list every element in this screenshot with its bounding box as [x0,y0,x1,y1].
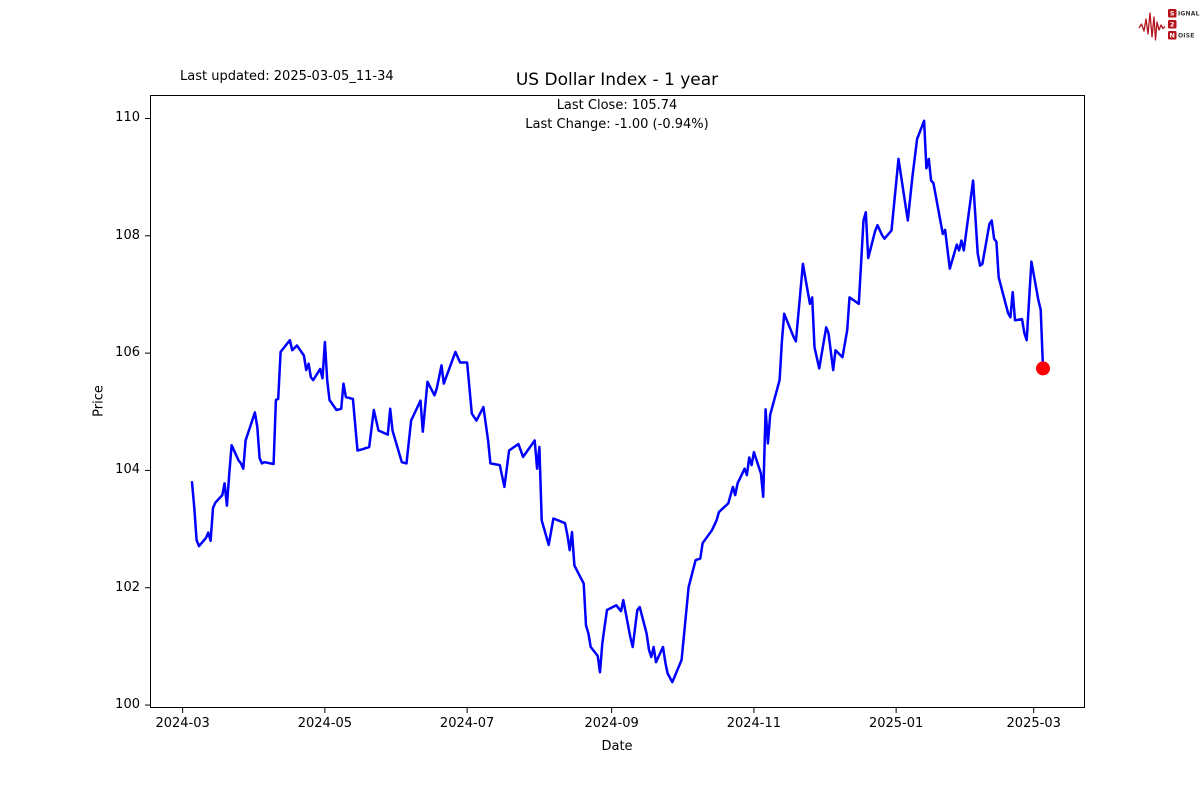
waveform-icon [1138,12,1166,41]
x-tick-label: 2024-09 [584,716,639,731]
logo-text-ignal: IGNAL [1178,11,1200,18]
signal2noise-logo: S IGNAL 2 N OISE [1138,9,1200,41]
logo-row-2: 2 [1168,20,1177,29]
chart-plot-area [150,95,1085,708]
y-axis-title: Price [91,385,107,417]
x-tick-label: 2024-07 [439,716,495,731]
last-point-marker [1036,361,1050,376]
logo-text-oise: OISE [1178,33,1195,40]
y-tick-label: 110 [115,110,140,126]
logo-digit-2: 2 [1170,21,1175,29]
y-tick-label: 102 [115,579,140,595]
last-close-text: Last Close: 105.74 [556,98,678,113]
price-line [190,119,1045,684]
x-axis-title: Date [601,739,633,754]
logo-row-noise: N OISE [1168,31,1195,40]
axis-ticks [145,117,1035,713]
x-tick-label: 2024-05 [297,716,353,731]
logo-letter-n: N [1169,32,1174,40]
logo-letter-s: S [1170,10,1175,18]
y-tick-label: 100 [115,697,140,713]
y-tick-label: 104 [115,462,140,478]
x-tick-label: 2025-03 [1006,716,1061,731]
chart-subtitle: Last Close: 105.74 Last Change: -1.00 (-… [525,96,708,134]
x-tick-label: 2024-03 [155,716,210,731]
chart-title: US Dollar Index - 1 year [515,70,719,90]
y-tick-label: 106 [115,345,140,361]
x-tick-label: 2025-01 [868,716,924,731]
logo-row-signal: S IGNAL [1168,9,1200,18]
y-tick-label: 108 [115,227,140,243]
last-updated-text: Last updated: 2025-03-05_11-34 [180,69,394,84]
x-tick-label: 2024-11 [726,716,782,731]
last-change-text: Last Change: -1.00 (-0.94%) [525,117,709,132]
